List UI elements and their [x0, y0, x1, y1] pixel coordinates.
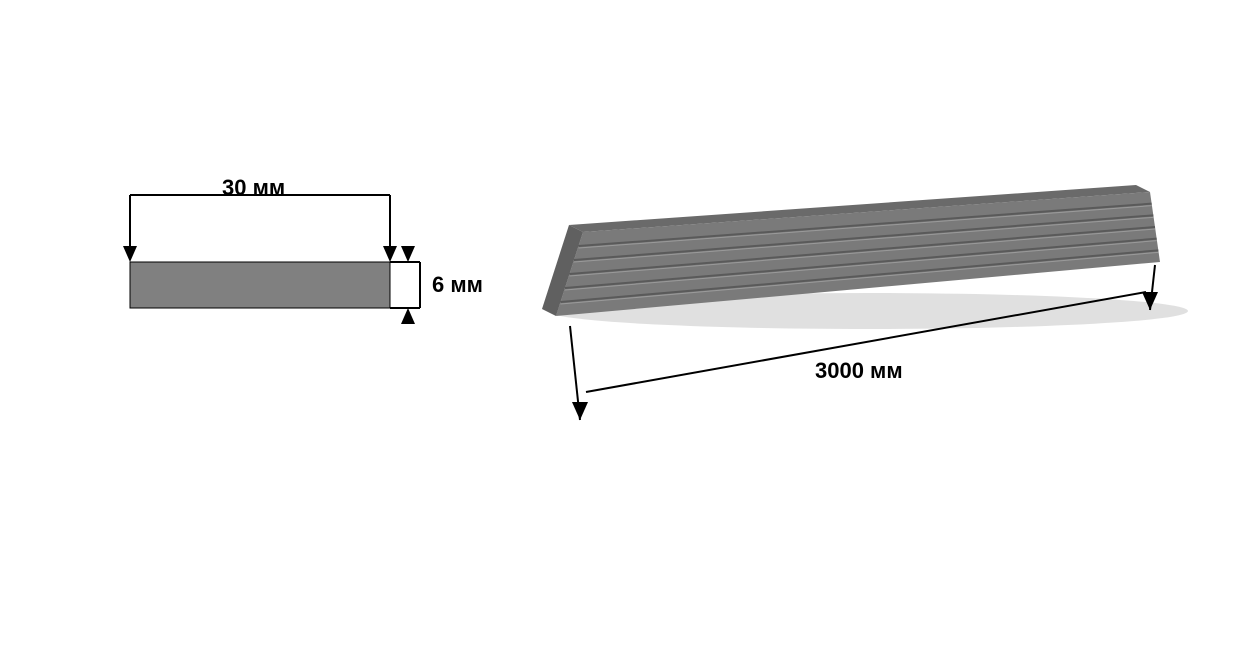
iso-bar-svg — [0, 0, 1240, 660]
diagram-container: 30 мм 6 мм 3000 мм — [0, 0, 1240, 660]
length-dimension-label: 3000 мм — [815, 358, 903, 384]
